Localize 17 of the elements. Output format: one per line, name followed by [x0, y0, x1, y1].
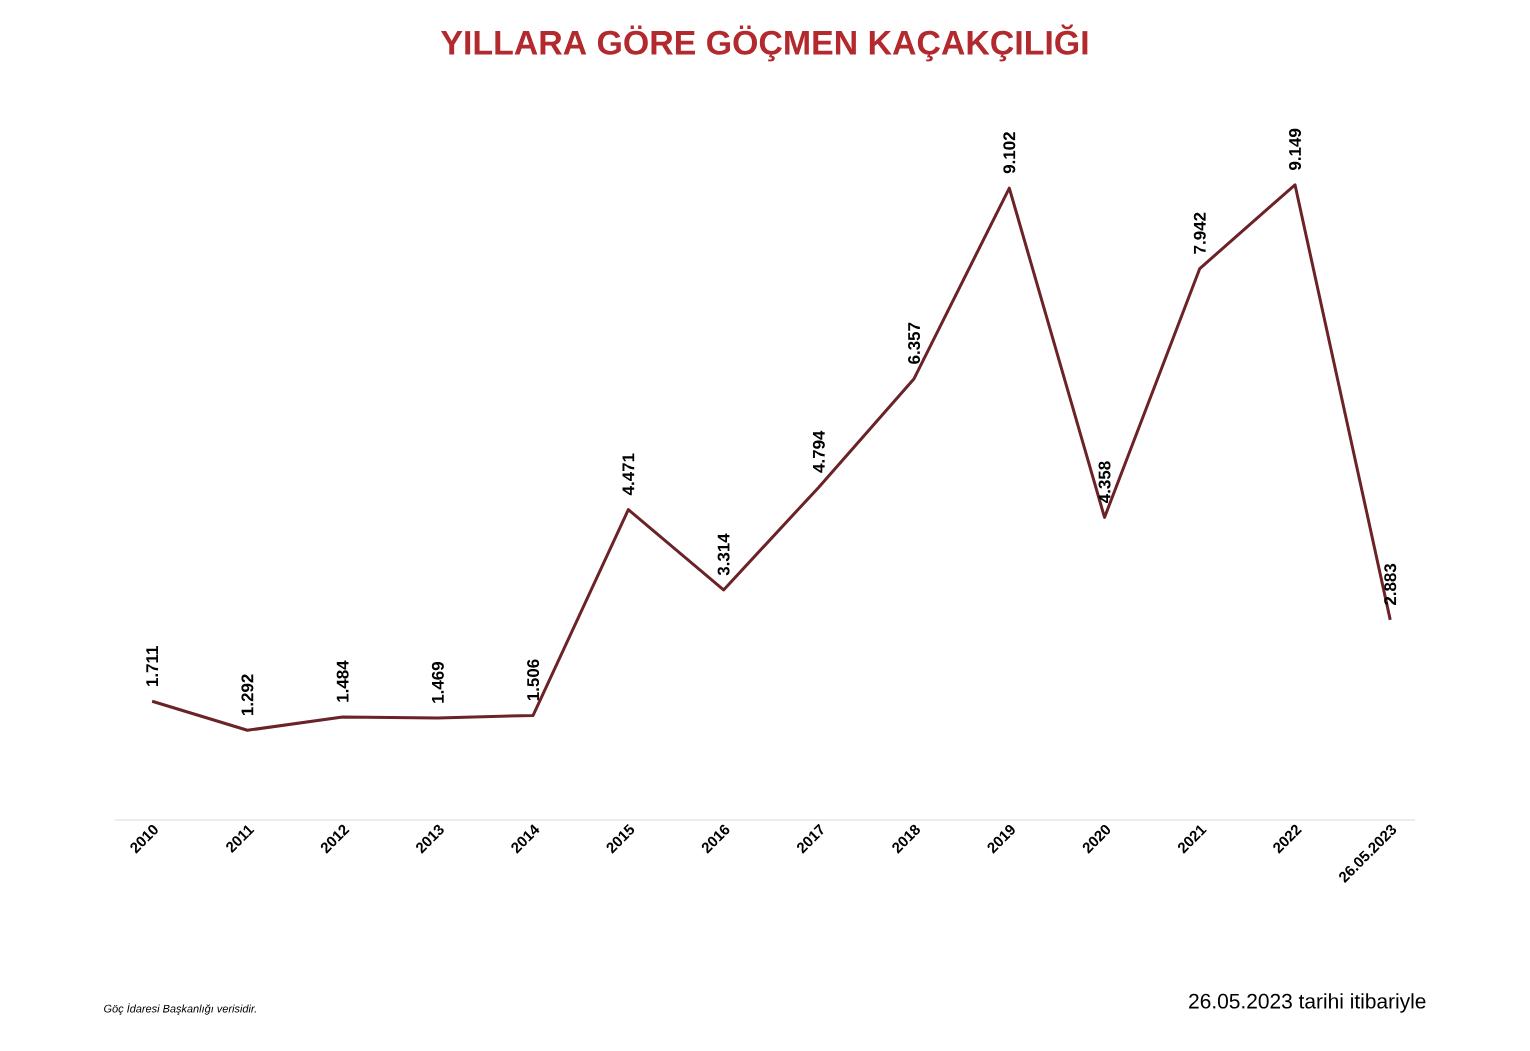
data-label: 4.471: [622, 453, 635, 496]
data-label: 1.469: [431, 662, 444, 703]
data-label: 1.506: [527, 659, 540, 701]
data-label: 3.314: [717, 533, 730, 576]
data-label: 1.711: [146, 646, 158, 686]
data-label: 9.102: [1003, 132, 1016, 174]
data-label: 1.292: [241, 674, 254, 716]
data-label: 4.358: [1098, 461, 1111, 503]
data-label: 7.942: [1193, 212, 1206, 254]
data-label: 6.357: [908, 322, 921, 364]
text: 26.05.2023 tarihi itibariyle: [1189, 993, 1426, 1013]
text: Göç İdaresi Başkanlığı verisidir.: [104, 1003, 256, 1015]
data-label: 1.484: [336, 660, 349, 702]
data-label: 4.794: [812, 430, 825, 473]
data-label: 9.149: [1289, 128, 1302, 170]
data-label: 2.883: [1384, 563, 1397, 606]
chart-title: YILLARA GÖRE GÖÇMEN KAÇAKÇILIĞI: [440, 24, 1088, 62]
